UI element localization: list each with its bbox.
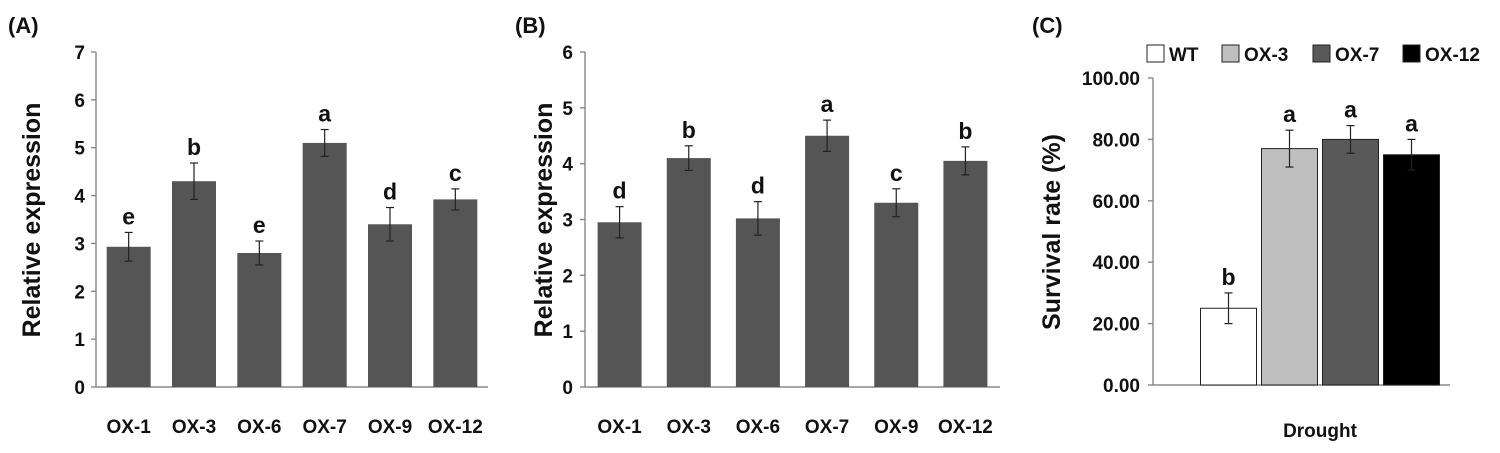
panel-b-label: (B)	[515, 13, 546, 38]
panel-a-bar-ox-9	[368, 224, 412, 387]
panel-a-y-tick-label: 5	[74, 139, 85, 160]
panel-b-x-tick-label: OX-6	[736, 417, 780, 438]
panel-a-significance-label: e	[122, 203, 135, 229]
panel-b-chart: (B) 0 1 2 3 4 5 6 Relative expression d OX-1 b OX-3 d…	[515, 13, 1000, 438]
panel-c-significance-label: a	[1283, 101, 1296, 127]
legend-swatch-ox-3	[1221, 44, 1240, 63]
panel-a-y-tick-label: 3	[74, 234, 85, 255]
panel-b-y-tick-label: 0	[562, 378, 573, 399]
legend-swatch-ox-7	[1312, 44, 1331, 63]
panel-c-label: (C)	[1032, 13, 1063, 38]
panel-b-significance-label: b	[682, 117, 696, 143]
panel-b-bar-ox-7	[805, 135, 850, 387]
panel-a-significance-label: e	[253, 212, 266, 238]
panel-b-x-tick-label: OX-12	[938, 417, 993, 438]
panel-b-x-tick-label: OX-3	[667, 417, 711, 438]
panel-b-bar-ox-6	[735, 218, 780, 387]
panel-a-x-tick-label: OX-3	[172, 417, 216, 438]
panel-b-x-tick-label: OX-1	[597, 417, 642, 438]
panel-c-y-tick-label: 80.00	[1092, 130, 1140, 151]
panel-a-y-axis-title: Relative expression	[18, 103, 46, 338]
panel-a-y-tick-label: 4	[74, 187, 85, 208]
panel-b-bar-ox-1	[597, 222, 642, 387]
panel-b-significance-label: b	[958, 118, 972, 144]
panel-c-y-axis-title: Survival rate (%)	[1038, 134, 1066, 330]
panel-a-bar-ox-1	[106, 246, 151, 387]
legend-swatch-ox-12	[1402, 44, 1421, 63]
panel-c-y-tick-label: 60.00	[1092, 192, 1140, 213]
panel-c-bar-ox-3	[1261, 148, 1318, 386]
panel-b-y-tick-label: 2	[562, 266, 573, 287]
panel-c-significance-label: a	[1344, 97, 1357, 123]
panel-c-x-tick-label: Drought	[1283, 421, 1358, 442]
panel-a-label: (A)	[8, 13, 39, 38]
panel-a-x-tick-label: OX-6	[237, 417, 281, 438]
panel-c-y-tick-label: 0.00	[1103, 376, 1140, 397]
panel-c-y-tick-label: 20.00	[1092, 315, 1140, 336]
panel-c-legend: WT OX-3 OX-7 OX-12	[1146, 44, 1480, 66]
panel-b-significance-label: d	[751, 173, 765, 199]
panel-c-significance-label: b	[1221, 264, 1235, 290]
panel-c-y-tick-label: 100.00	[1082, 69, 1140, 90]
panel-a-significance-label: b	[187, 134, 201, 160]
panel-b-y-tick-label: 3	[562, 211, 573, 232]
panel-b-y-tick-label: 4	[562, 155, 573, 176]
panel-a-x-tick-label: OX-1	[106, 417, 151, 438]
panel-a-significance-label: a	[318, 101, 331, 127]
legend-swatch-wt	[1146, 44, 1165, 63]
panel-a-bar-ox-7	[302, 142, 347, 387]
panel-b-y-tick-label: 6	[562, 43, 573, 64]
panel-b-x-tick-label: OX-9	[874, 417, 918, 438]
panel-a-significance-label: c	[449, 160, 462, 186]
panel-a-y-tick-label: 2	[74, 282, 85, 303]
panel-b-significance-label: d	[613, 178, 627, 204]
panel-b-y-axis-title: Relative expression	[530, 103, 558, 338]
panel-b-x-tick-label: OX-7	[805, 417, 849, 438]
panel-c-bar-ox-12	[1383, 154, 1440, 386]
panel-a-y-tick-label: 6	[74, 91, 85, 112]
panel-b-y-tick-label: 5	[562, 99, 573, 120]
panel-c-y-tick-label: 40.00	[1092, 253, 1140, 274]
panel-b-bar-ox-12	[943, 160, 988, 387]
panel-a-bar-ox-6	[237, 253, 282, 387]
panel-a-y-tick-label: 1	[74, 330, 85, 351]
panel-b-significance-label: a	[821, 91, 834, 117]
panel-b-bar-ox-3	[666, 158, 711, 387]
legend-label-wt: WT	[1169, 45, 1199, 66]
panel-a-x-tick-label: OX-9	[368, 417, 412, 438]
panel-a-x-tick-label: OX-12	[428, 417, 483, 438]
legend-label-ox-7: OX-7	[1335, 45, 1379, 66]
panel-b-y-tick-label: 1	[562, 322, 573, 343]
panel-a-bar-ox-12	[433, 199, 478, 387]
panel-a-significance-label: d	[383, 179, 397, 205]
panel-a-y-tick-label: 7	[74, 43, 85, 64]
panel-a-chart: (A) 0 1 2 3 4 5 6 7 Relative expression e OX-1 b OX-3…	[8, 13, 488, 438]
panel-c-significance-label: a	[1405, 110, 1418, 136]
panel-a-bar-ox-3	[172, 181, 216, 387]
panel-b-bar-ox-9	[874, 202, 919, 387]
panel-b-significance-label: c	[890, 160, 903, 186]
legend-label-ox-3: OX-3	[1244, 45, 1288, 66]
panel-c-bar-ox-7	[1322, 138, 1379, 386]
panel-a-x-tick-label: OX-7	[302, 417, 346, 438]
legend-label-ox-12: OX-12	[1425, 45, 1480, 66]
panel-c-chart: (C) 0.00 20.00 40.00 60.00 80.00 100.00 Surviva…	[1032, 13, 1480, 442]
panel-a-y-tick-label: 0	[74, 378, 85, 399]
